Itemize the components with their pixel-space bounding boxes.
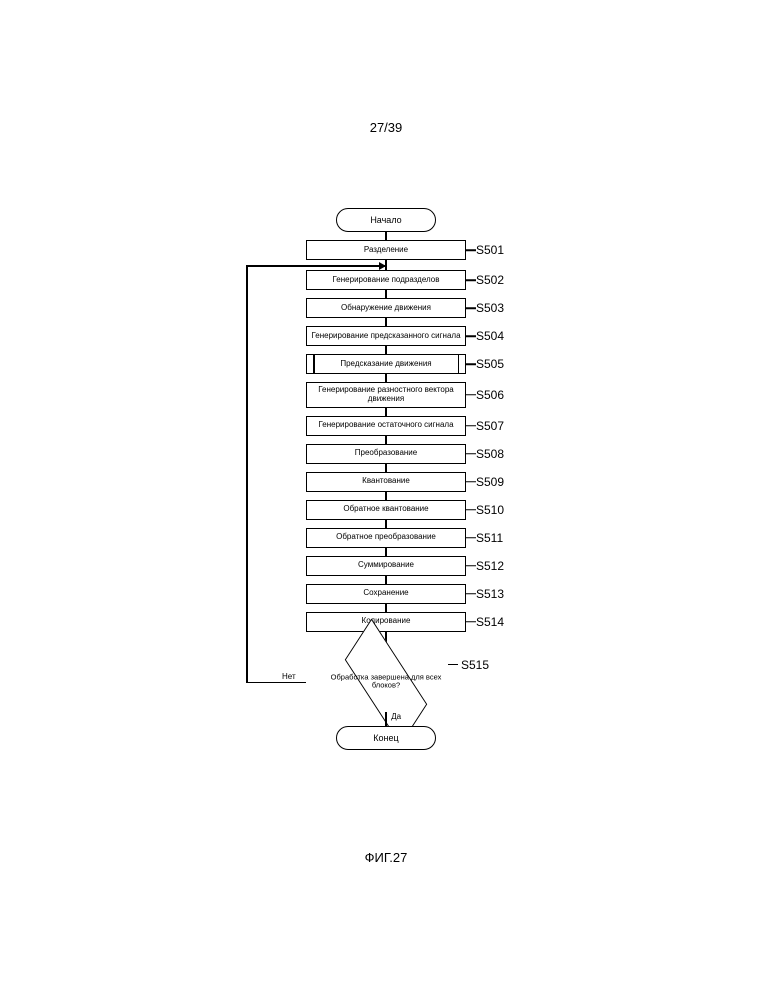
label-tick xyxy=(466,453,476,455)
process-box: Преобразование xyxy=(306,444,466,464)
terminator-start-row: Начало xyxy=(206,208,566,232)
step-label: S514 xyxy=(476,615,504,629)
flowchart-container: Начало Разделение S501 Генерирование под… xyxy=(206,208,566,750)
label-tick xyxy=(466,481,476,483)
step-label: S504 xyxy=(476,329,504,343)
label-tick xyxy=(466,593,476,595)
step-row: Кодирование S514 xyxy=(206,612,566,632)
label-tick xyxy=(466,621,476,623)
step-row: Обратное преобразование S511 xyxy=(206,528,566,548)
connector xyxy=(385,604,387,612)
label-tick xyxy=(466,565,476,567)
step-label: S502 xyxy=(476,273,504,287)
step-label: S508 xyxy=(476,447,504,461)
loop-line-arrow xyxy=(246,265,385,267)
step-row: Генерирование разностного вектора движен… xyxy=(206,382,566,408)
label-tick xyxy=(466,335,476,337)
connector xyxy=(385,520,387,528)
step-label: S501 xyxy=(476,243,504,257)
step-label: S512 xyxy=(476,559,504,573)
step-label: S513 xyxy=(476,587,504,601)
step-label: S506 xyxy=(476,388,504,402)
label-tick xyxy=(466,425,476,427)
label-tick xyxy=(466,509,476,511)
terminator-start: Начало xyxy=(336,208,436,232)
connector xyxy=(385,346,387,354)
decision-wrap: Обработка завершена для всех блоков? xyxy=(306,652,466,712)
label-tick xyxy=(466,279,476,281)
process-box: Обнаружение движения xyxy=(306,298,466,318)
label-tick xyxy=(466,394,476,396)
process-box: Суммирование xyxy=(306,556,466,576)
terminator-end-row: Конец xyxy=(206,726,566,750)
page-number: 27/39 xyxy=(370,120,403,135)
step-label: S511 xyxy=(476,531,503,545)
process-box: Генерирование предсказанного сигнала xyxy=(306,326,466,346)
step-row: Обратное квантование S510 xyxy=(206,500,566,520)
label-tick xyxy=(448,664,458,666)
step-row: Генерирование предсказанного сигнала S50… xyxy=(206,326,566,346)
label-tick xyxy=(466,249,476,251)
connector: Да xyxy=(385,712,387,726)
step-row: Суммирование S512 xyxy=(206,556,566,576)
decision-text: Обработка завершена для всех блоков? xyxy=(321,673,451,690)
process-box: Разделение xyxy=(306,240,466,260)
process-box: Генерирование остаточного сигнала xyxy=(306,416,466,436)
step-label: S510 xyxy=(476,503,504,517)
process-box: Обратное преобразование xyxy=(306,528,466,548)
step-row: Преобразование S508 xyxy=(206,444,566,464)
loop-line xyxy=(246,265,248,683)
branch-no-label: Нет xyxy=(282,672,296,681)
step-row: Генерирование подразделов S502 xyxy=(206,270,566,290)
figure-caption: ФИГ.27 xyxy=(365,850,408,865)
loop-line xyxy=(246,682,306,684)
connector xyxy=(385,576,387,584)
process-box: Квантование xyxy=(306,472,466,492)
step-label: S509 xyxy=(476,475,504,489)
connector xyxy=(385,232,387,240)
process-box: Генерирование разностного вектора движен… xyxy=(306,382,466,408)
label-tick xyxy=(466,363,476,365)
connector xyxy=(385,464,387,472)
branch-yes-label: Да xyxy=(391,712,401,721)
step-row: Генерирование остаточного сигнала S507 xyxy=(206,416,566,436)
terminator-end: Конец xyxy=(336,726,436,750)
step-row: Сохранение S513 xyxy=(206,584,566,604)
step-row: Разделение S501 xyxy=(206,240,566,260)
step-label: S503 xyxy=(476,301,504,315)
process-box: Обратное квантование xyxy=(306,500,466,520)
step-row: Обнаружение движения S503 xyxy=(206,298,566,318)
connector xyxy=(385,374,387,382)
connector xyxy=(385,290,387,298)
connector xyxy=(385,408,387,416)
label-tick xyxy=(466,307,476,309)
process-box: Сохранение xyxy=(306,584,466,604)
step-row: Предсказание движения S505 xyxy=(206,354,566,374)
process-box: Кодирование xyxy=(306,612,466,632)
step-label: S515 xyxy=(461,658,489,672)
connector xyxy=(385,548,387,556)
connector xyxy=(385,492,387,500)
connector xyxy=(385,436,387,444)
label-tick xyxy=(466,537,476,539)
step-row: Квантование S509 xyxy=(206,472,566,492)
step-label: S507 xyxy=(476,419,504,433)
process-box: Генерирование подразделов xyxy=(306,270,466,290)
step-label: S505 xyxy=(476,357,504,371)
subprocess-box: Предсказание движения xyxy=(306,354,466,374)
connector xyxy=(385,318,387,326)
